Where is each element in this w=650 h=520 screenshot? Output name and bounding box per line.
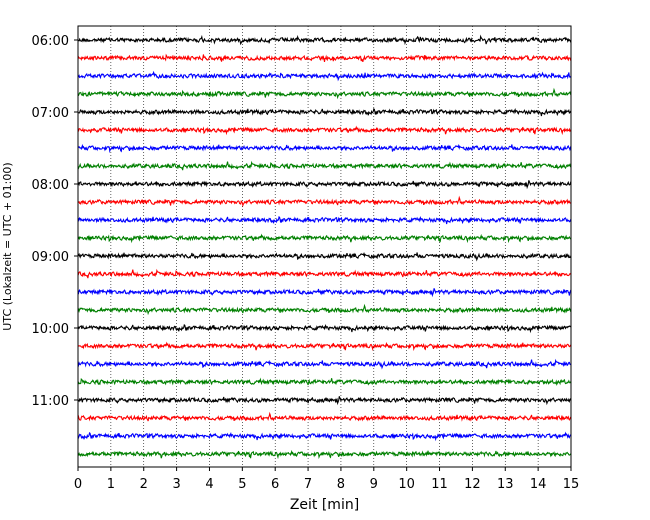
y-axis-ticks: 06:00 07:00 08:00 09:00 10:00 11:00 <box>32 34 78 409</box>
trace-lines <box>77 34 572 460</box>
trace-line-1115 <box>77 411 572 422</box>
x-tick-label: 8 <box>337 477 345 492</box>
x-tick-label: 15 <box>563 477 580 492</box>
trace-line-0730 <box>77 143 572 154</box>
trace-line-0830 <box>77 215 572 225</box>
trace-line-1015 <box>77 341 572 352</box>
trace-line-1030 <box>77 358 572 370</box>
trace-line-0745 <box>77 160 572 171</box>
x-tick-label: 0 <box>74 477 82 492</box>
plot-frame <box>77 25 572 468</box>
trace-line-0630 <box>77 70 572 82</box>
trace-line-1000 <box>77 323 572 334</box>
x-tick-label: 13 <box>497 477 514 492</box>
trace-line-0815 <box>77 195 572 208</box>
x-tick-label: 10 <box>398 477 415 492</box>
x-tick-label: 11 <box>431 477 448 492</box>
y-tick-label: 10:00 <box>32 322 69 337</box>
x-tick-label: 5 <box>238 477 246 492</box>
y-tick-label: 08:00 <box>32 178 69 193</box>
x-tick-label: 12 <box>464 477 481 492</box>
y-tick-label: 07:00 <box>32 106 69 121</box>
trace-line-0945 <box>77 303 572 316</box>
x-tick-label: 4 <box>205 477 213 492</box>
trace-line-1145 <box>77 449 572 460</box>
trace-line-1045 <box>77 377 572 386</box>
x-axis-title: Zeit [min] <box>290 497 359 513</box>
trace-line-0645 <box>77 87 572 100</box>
trace-line-1130 <box>77 431 572 442</box>
x-axis-ticks: 0 1 2 3 4 5 6 7 8 9 10 11 12 13 14 15 <box>74 467 579 492</box>
x-tick-label: 1 <box>107 477 115 492</box>
x-tick-label: 2 <box>140 477 148 492</box>
trace-line-1100 <box>77 396 572 406</box>
x-tick-label: 6 <box>271 477 279 492</box>
trace-line-0900 <box>77 251 572 262</box>
trace-line-0700 <box>77 107 572 117</box>
trace-line-0715 <box>77 125 572 136</box>
x-tick-label: 7 <box>304 477 312 492</box>
x-tick-label: 9 <box>370 477 378 492</box>
y-axis-title: UTC (Lokalzeit = UTC + 01:00) <box>1 162 14 330</box>
x-tick-label: 3 <box>172 477 180 492</box>
y-tick-label: 11:00 <box>32 394 69 409</box>
trace-line-0930 <box>77 288 572 298</box>
trace-line-0600 <box>77 34 572 46</box>
x-tick-label: 14 <box>530 477 547 492</box>
trace-line-0800 <box>77 180 572 190</box>
trace-line-0615 <box>77 53 572 63</box>
trace-line-0845 <box>77 233 572 244</box>
y-tick-label: 09:00 <box>32 250 69 265</box>
y-tick-label: 06:00 <box>32 34 69 49</box>
trace-line-0915 <box>77 268 572 279</box>
